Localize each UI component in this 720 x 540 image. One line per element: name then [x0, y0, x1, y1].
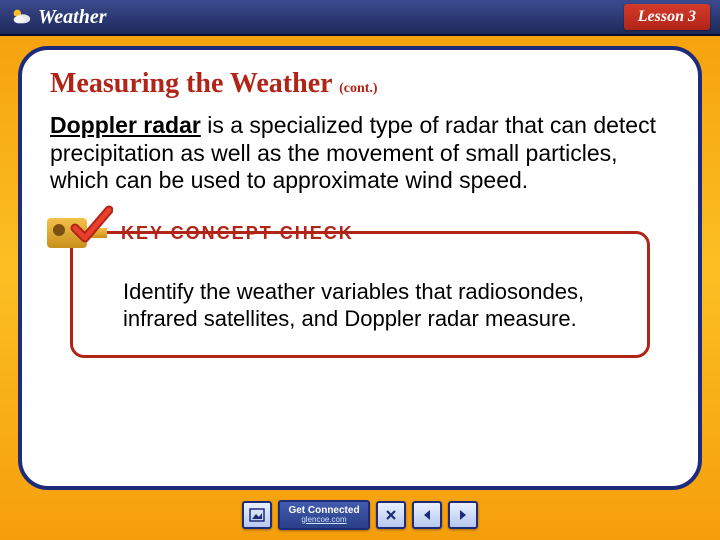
nav-image-button[interactable]: [242, 501, 272, 529]
header-left: Weather: [10, 6, 107, 29]
key-concept-box: KEY CONCEPT CHECK Identify the weather v…: [70, 231, 650, 358]
lesson-badge: Lesson 3: [624, 4, 710, 30]
connect-url: glencoe.com: [301, 516, 346, 525]
key-concept-text: Identify the weather variables that radi…: [123, 278, 619, 333]
nav-close-button[interactable]: [376, 501, 406, 529]
chevron-left-icon: [420, 508, 434, 522]
slide-title: Measuring the Weather (cont.): [50, 68, 670, 100]
weather-icon: [10, 6, 32, 28]
slide-title-main: Measuring the Weather: [50, 68, 339, 99]
key-concept-header: KEY CONCEPT CHECK: [47, 210, 354, 258]
body-paragraph: Doppler radar is a specialized type of r…: [50, 112, 670, 195]
header-bar: Weather Lesson 3: [0, 0, 720, 36]
key-icon: [47, 210, 113, 258]
footer-nav: Get Connected glencoe.com: [0, 494, 720, 536]
content-panel: Measuring the Weather (cont.) Doppler ra…: [18, 46, 702, 490]
slide-container: Weather Lesson 3 Measuring the Weather (…: [0, 0, 720, 540]
slide-title-suffix: (cont.): [339, 81, 378, 96]
checkmark-icon: [69, 204, 113, 248]
key-concept-label: KEY CONCEPT CHECK: [121, 223, 354, 244]
chevron-right-icon: [456, 508, 470, 522]
image-icon: [249, 508, 265, 522]
nav-prev-button[interactable]: [412, 501, 442, 529]
close-icon: [384, 508, 398, 522]
nav-next-button[interactable]: [448, 501, 478, 529]
header-title: Weather: [38, 6, 107, 29]
get-connected-button[interactable]: Get Connected glencoe.com: [278, 500, 369, 530]
term-doppler-radar: Doppler radar: [50, 112, 201, 138]
